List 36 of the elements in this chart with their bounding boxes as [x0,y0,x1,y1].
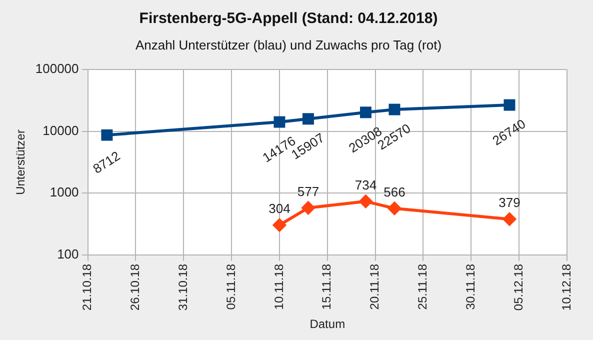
x-tick-label: 15.11.18 [320,264,334,310]
chart-title: Firstenberg-5G-Appell (Stand: 04.12.2018) [139,10,438,28]
data-label: 577 [297,184,320,199]
y-tick-label: 10000 [42,122,79,138]
y-tick-label: 100 [57,246,79,262]
point [302,113,314,125]
x-tick-label: 30.11.18 [463,264,478,310]
x-tick-label: 05.12.18 [511,264,526,311]
x-tick-label: 21.10.18 [80,264,94,311]
y-tick-label: 1000 [50,184,79,200]
x-tick-label: 10.12.18 [559,264,574,311]
point [359,194,372,208]
x-tick-label: 05.11.18 [224,264,238,310]
data-label: 566 [384,184,406,200]
point [360,106,372,118]
x-tick-label: 20.11.18 [368,264,382,310]
x-tick-label: 26.10.18 [128,264,142,311]
point [272,218,286,232]
data-label: 8712 [90,148,123,176]
point [101,129,113,141]
x-tick-label: 25.11.18 [416,264,430,310]
x-tick-label: 10.11.18 [272,264,286,310]
data-label: 734 [354,178,377,192]
point [302,201,315,214]
x-tick-label: 31.10.18 [176,264,190,311]
point [504,99,516,111]
point [502,212,516,226]
data-label: 379 [498,195,520,210]
point [274,116,286,128]
chart-subtitle: Anzahl Unterstützer (blau) und Zuwachs pro Tag (rot) [135,37,442,52]
point [388,104,400,116]
y-tick-label: 100000 [35,61,79,76]
data-label: 304 [268,201,290,216]
x-axis-title: Datum [310,317,346,332]
y-axis-title: Unterstützer [14,130,28,195]
point [388,202,401,215]
